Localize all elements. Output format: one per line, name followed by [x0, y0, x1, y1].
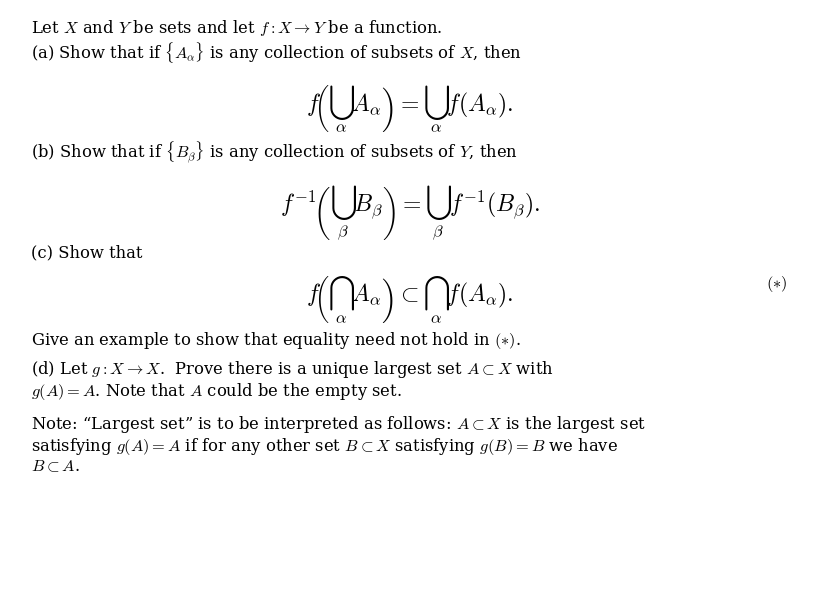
Text: $f^{-1}\!\left(\bigcup_\beta B_\beta\right) = \bigcup_\beta f^{-1}(B_\beta).$: $f^{-1}\!\left(\bigcup_\beta B_\beta\rig…	[279, 183, 540, 243]
Text: satisfying $g(A) = A$ if for any other set $B \subset X$ satisfying $g(B) = B$ w: satisfying $g(A) = A$ if for any other s…	[31, 436, 618, 457]
Text: Note: “Largest set” is to be interpreted as follows: $A \subset X$ is the larges: Note: “Largest set” is to be interpreted…	[31, 414, 645, 435]
Text: $f\!\left(\bigcap_\alpha A_\alpha\right) \subset \bigcap_\alpha f(A_\alpha).$: $f\!\left(\bigcap_\alpha A_\alpha\right)…	[306, 274, 513, 326]
Text: Let $X$ and $Y$ be sets and let $f : X \rightarrow Y$ be a function.: Let $X$ and $Y$ be sets and let $f : X \…	[31, 18, 442, 38]
Text: (d) Let $g : X \rightarrow X$.  Prove there is a unique largest set $A \subset X: (d) Let $g : X \rightarrow X$. Prove the…	[31, 359, 554, 381]
Text: (b) Show that if $\{B_\beta\}$ is any collection of subsets of $Y$, then: (b) Show that if $\{B_\beta\}$ is any co…	[31, 140, 518, 166]
Text: $f\!\left(\bigcup_\alpha A_\alpha\right) = \bigcup_\alpha f(A_\alpha).$: $f\!\left(\bigcup_\alpha A_\alpha\right)…	[306, 83, 513, 135]
Text: $B \subset A$.: $B \subset A$.	[31, 458, 80, 475]
Text: Give an example to show that equality need not hold in $(*)$.: Give an example to show that equality ne…	[31, 330, 520, 351]
Text: $(*)$: $(*)$	[765, 274, 786, 294]
Text: $g(A) = A$. Note that $A$ could be the empty set.: $g(A) = A$. Note that $A$ could be the e…	[31, 381, 401, 402]
Text: (c) Show that: (c) Show that	[31, 244, 143, 261]
Text: (a) Show that if $\{A_\alpha\}$ is any collection of subsets of $X$, then: (a) Show that if $\{A_\alpha\}$ is any c…	[31, 40, 522, 65]
